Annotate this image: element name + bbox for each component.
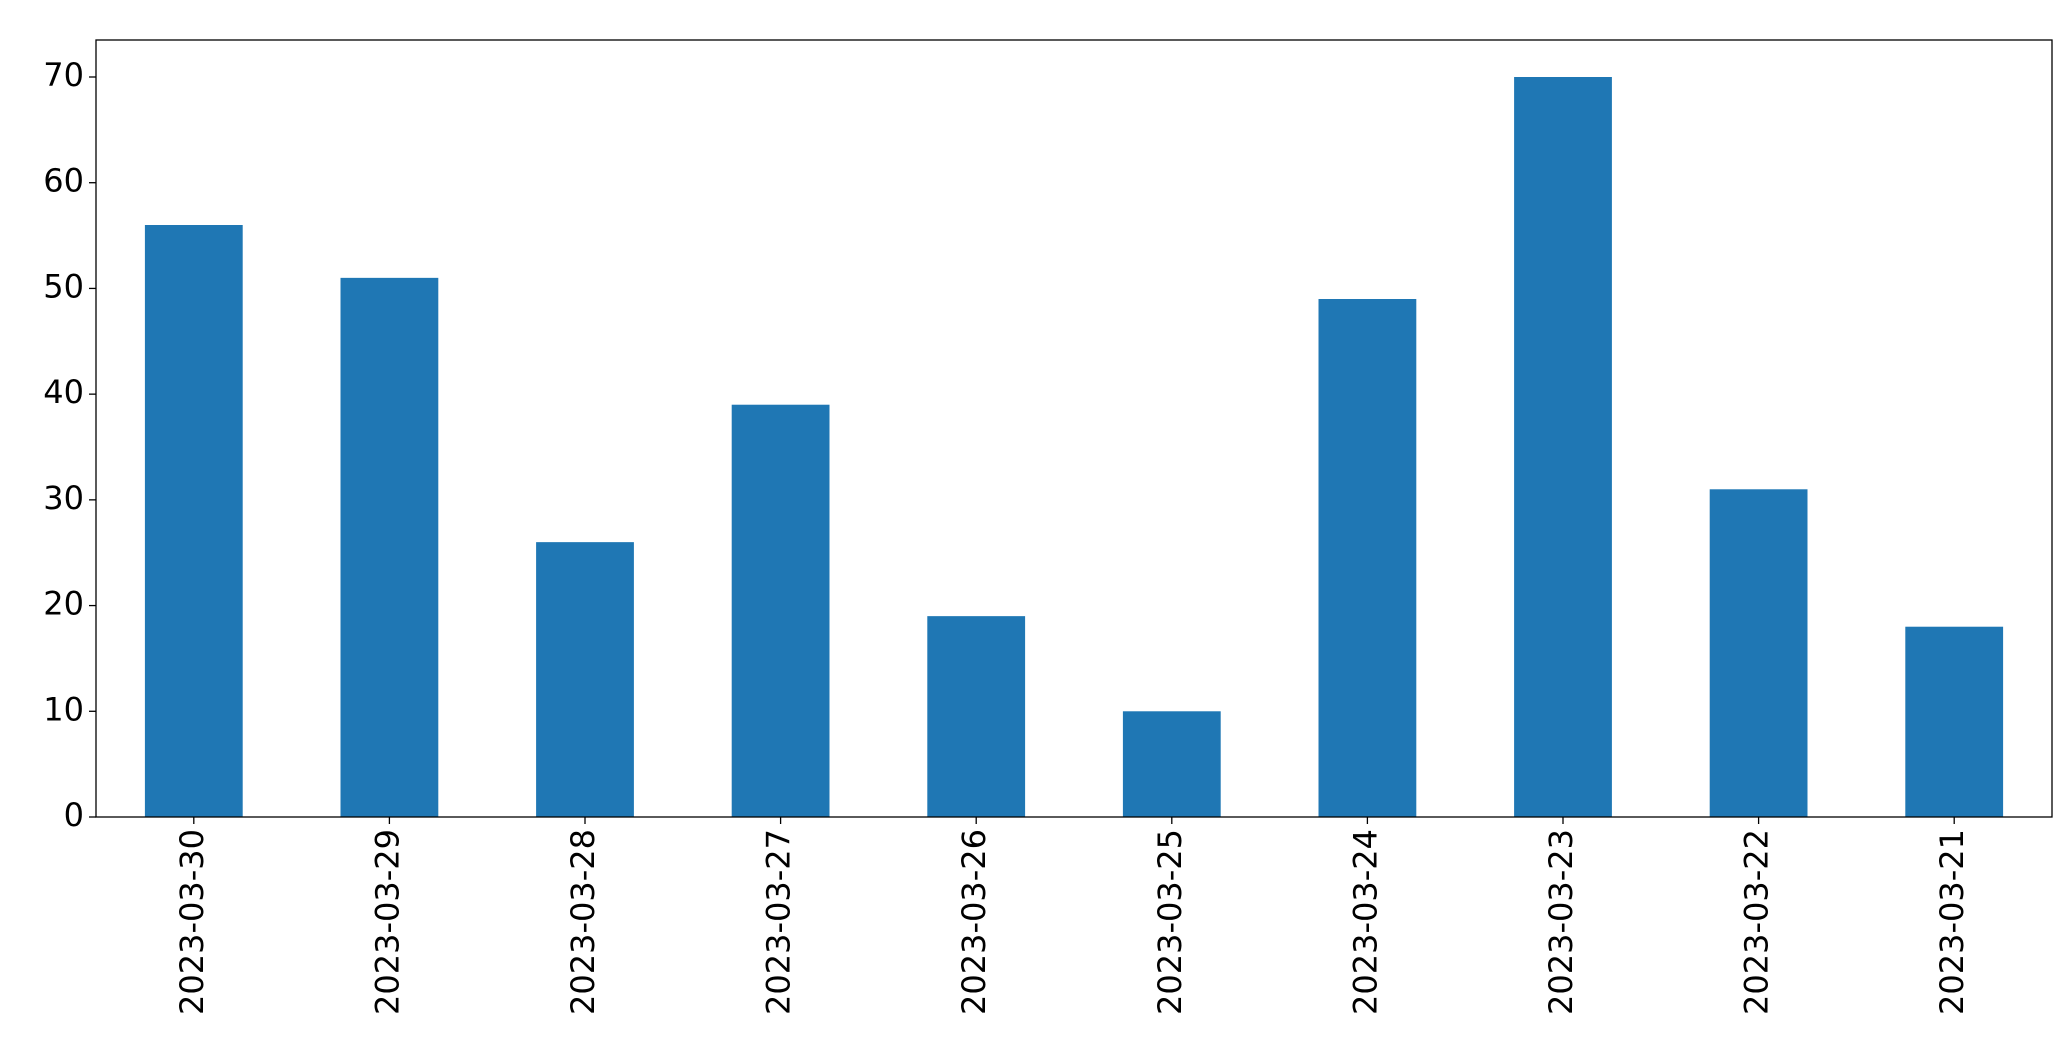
x-tick-label: 2023-03-29 bbox=[368, 829, 406, 1015]
x-tick-label: 2023-03-22 bbox=[1738, 829, 1776, 1015]
x-tick-label: 2023-03-26 bbox=[955, 829, 993, 1015]
x-tick-label: 2023-03-24 bbox=[1346, 829, 1384, 1015]
x-tick-label: 2023-03-23 bbox=[1542, 829, 1580, 1015]
y-tick-label: 30 bbox=[43, 479, 84, 517]
bar bbox=[1318, 299, 1417, 817]
bar bbox=[731, 404, 830, 817]
bar bbox=[1709, 489, 1808, 817]
bar bbox=[1122, 711, 1221, 817]
x-tick-label: 2023-03-28 bbox=[564, 829, 602, 1015]
x-tick-label: 2023-03-25 bbox=[1151, 829, 1189, 1015]
bar bbox=[1514, 77, 1612, 817]
bar bbox=[340, 277, 439, 817]
bar bbox=[144, 225, 243, 817]
y-tick-label: 60 bbox=[43, 162, 84, 200]
y-tick-label: 10 bbox=[43, 690, 84, 728]
bar bbox=[1905, 626, 2004, 817]
x-tick-label: 2023-03-21 bbox=[1933, 829, 1971, 1015]
bar bbox=[927, 616, 1026, 817]
x-tick-label: 2023-03-27 bbox=[760, 829, 798, 1015]
plot-frame bbox=[95, 39, 2053, 818]
y-tick-label: 70 bbox=[43, 56, 84, 94]
y-tick-label: 50 bbox=[43, 267, 84, 305]
y-tick-label: 40 bbox=[43, 373, 84, 411]
bar bbox=[536, 542, 634, 817]
y-tick-label: 20 bbox=[43, 585, 84, 623]
y-tick-label: 0 bbox=[64, 796, 84, 834]
x-tick-label: 2023-03-30 bbox=[173, 829, 211, 1015]
